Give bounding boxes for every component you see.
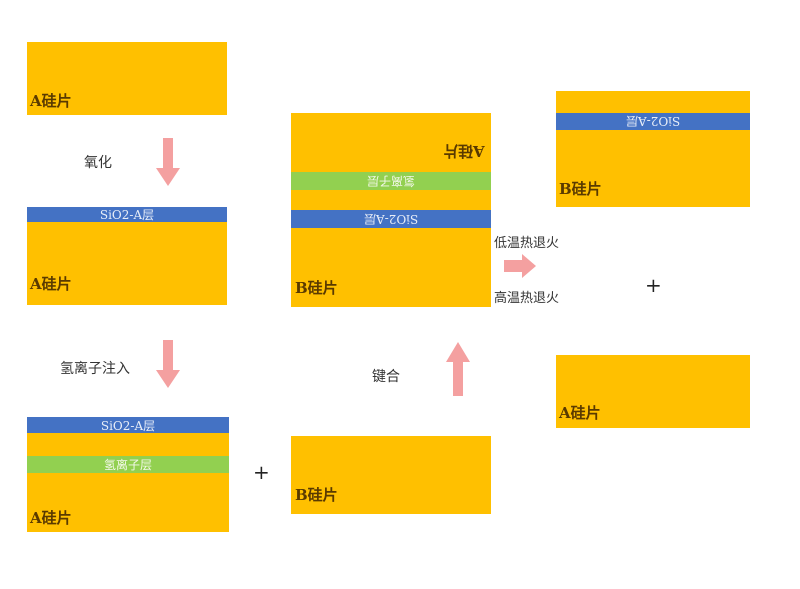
- wafer-label: A硅片: [559, 404, 601, 422]
- bond-label: 键合: [372, 369, 400, 385]
- bonded-stack: A硅片 氢离子层 SiO2-A层 B硅片: [291, 113, 491, 307]
- oxide-layer: SiO2-A层: [556, 113, 750, 130]
- oxide-layer: SiO2-A层: [27, 207, 227, 222]
- wafer-label: B硅片: [295, 279, 338, 297]
- flipped-wafer-label: A硅片: [443, 142, 485, 160]
- hydrogen-layer: 氢离子层: [291, 172, 491, 190]
- wafer-label: B硅片: [559, 180, 602, 198]
- wafer-a-initial: A硅片: [27, 42, 227, 115]
- hydrogen-layer: 氢离子层: [27, 456, 229, 473]
- oxide-label: SiO2-A层: [99, 208, 155, 222]
- wafer-label: A硅片: [30, 92, 72, 110]
- implant-label: 氢离子注入: [60, 361, 130, 377]
- wafer-a-oxidized: SiO2-A层 A硅片: [27, 207, 227, 305]
- wafer-label: B硅片: [295, 486, 338, 504]
- oxidation-label: 氧化: [84, 155, 112, 171]
- wafer-a-implanted: SiO2-A层 氢离子层 A硅片: [27, 417, 229, 532]
- hydrogen-label: 氢离子层: [103, 458, 152, 472]
- wafer-label: A硅片: [30, 275, 72, 293]
- arrow-down-icon: [156, 138, 180, 186]
- plus-sign: +: [645, 273, 662, 297]
- arrow-up-icon: [446, 342, 470, 396]
- wafer-label: A硅片: [30, 509, 72, 527]
- hydrogen-label: 氢离子层: [366, 173, 415, 188]
- arrow-right-icon: [504, 254, 536, 278]
- oxide-layer: SiO2-A层: [291, 210, 491, 228]
- oxide-label: SiO2-A层: [100, 418, 156, 433]
- oxide-layer: SiO2-A层: [27, 417, 229, 433]
- oxide-label: SiO2-A层: [625, 114, 681, 128]
- oxide-label: SiO2-A层: [363, 211, 419, 226]
- low-temp-anneal-label: 低温热退火: [494, 236, 560, 251]
- wafer-b: B硅片: [291, 436, 491, 514]
- arrow-down-icon: [156, 340, 180, 388]
- result-wafer-b: SiO2-A层 B硅片: [556, 91, 750, 207]
- plus-sign: +: [253, 460, 270, 484]
- high-temp-anneal-label: 高温热退火: [494, 291, 560, 306]
- result-wafer-a: A硅片: [556, 355, 750, 428]
